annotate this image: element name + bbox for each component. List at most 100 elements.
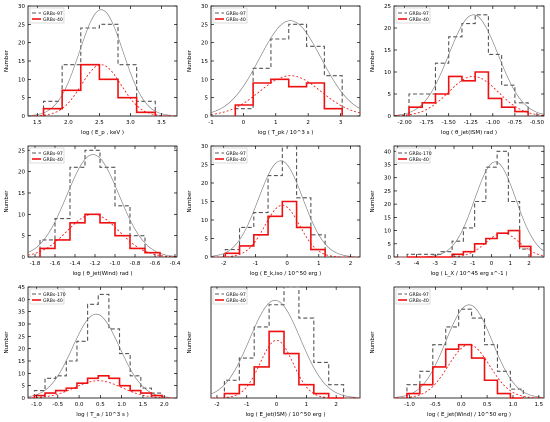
plot-frame bbox=[27, 145, 178, 258]
y-tick-label: 0 bbox=[205, 114, 209, 120]
x-axis-label: log ( L_X / 10^45 erg s^-1 ) bbox=[431, 271, 508, 277]
x-tick-label: 1.0 bbox=[509, 402, 518, 408]
gaussian-fit-grbs-97 bbox=[210, 20, 361, 113]
x-tick-label: -1 bbox=[470, 261, 475, 267]
y-tick-label: 30 bbox=[201, 144, 208, 150]
gaussian-fit-grbs-170 bbox=[27, 313, 178, 399]
y-tick-label: 15 bbox=[18, 59, 25, 65]
histogram-grbs-170 bbox=[406, 150, 532, 257]
y-tick-label: 20 bbox=[384, 26, 391, 32]
histogram-grbs-40 bbox=[407, 229, 532, 258]
x-tick-label: -1.25 bbox=[464, 120, 479, 126]
x-tick-label: 2 bbox=[306, 120, 310, 126]
chart-panel-1: 1.5 2.0 2.5 3.0 3.5 0 5 10 15 20 25 30 log ( E_p , k… bbox=[4, 4, 178, 136]
x-axis-label: log ( T_pk / 10^3 s ) bbox=[258, 130, 314, 136]
x-tick-label: -5 bbox=[395, 261, 401, 267]
histogram-grbs-97 bbox=[223, 286, 345, 398]
y-axis-label: Number bbox=[4, 331, 10, 354]
y-tick-label: 25 bbox=[18, 148, 25, 154]
y-tick-label: 15 bbox=[384, 215, 391, 221]
histogram-grbs-97 bbox=[408, 14, 529, 116]
x-tick-label: 0 bbox=[285, 261, 289, 267]
x-tick-label: 2 bbox=[527, 261, 531, 267]
y-tick-label: 30 bbox=[201, 4, 208, 10]
x-tick-label: -0.8 bbox=[130, 261, 141, 267]
histogram-grbs-97 bbox=[39, 149, 161, 257]
legend-label-grbs-170: GRBs-170 bbox=[43, 292, 66, 298]
x-tick-label: 3.5 bbox=[157, 120, 166, 126]
y-tick-label: 40 bbox=[18, 297, 25, 303]
histogram-grbs-40 bbox=[406, 343, 524, 399]
x-tick-label: -1.00 bbox=[486, 120, 501, 126]
x-tick-label: -3 bbox=[433, 261, 439, 267]
x-tick-label: 0.5 bbox=[96, 402, 105, 408]
legend-label-grbs-40: GRBs-40 bbox=[409, 157, 429, 163]
x-tick-label: -1 bbox=[208, 120, 213, 126]
gaussian-fit-grbs-40 bbox=[211, 339, 360, 399]
x-tick-label: -1 bbox=[253, 261, 258, 267]
x-tick-label: -0.75 bbox=[508, 120, 523, 126]
y-tick-label: 5 bbox=[388, 242, 392, 248]
y-tick-label: 35 bbox=[384, 163, 391, 169]
y-tick-label: 15 bbox=[18, 359, 25, 365]
histogram-grbs-97 bbox=[234, 23, 343, 116]
x-tick-label: -2 bbox=[451, 261, 456, 267]
y-tick-label: 10 bbox=[18, 212, 25, 218]
x-tick-label: 2 bbox=[349, 261, 353, 267]
x-tick-label: 2 bbox=[334, 402, 338, 408]
x-tick-label: 1.5 bbox=[33, 120, 42, 126]
y-tick-label: 25 bbox=[18, 22, 25, 28]
gaussian-fit-grbs-40 bbox=[28, 380, 177, 399]
chart-panel-7: -1.0 -0.5 0.0 0.5 1.0 1.5 2.0 0 5 10 15 20 25 30 35 40 4… bbox=[4, 285, 178, 418]
y-axis-label: Number bbox=[4, 49, 10, 72]
gaussian-fit-grbs-97 bbox=[393, 304, 545, 398]
gaussian-fit-grbs-40 bbox=[394, 344, 544, 399]
histogram-grbs-97 bbox=[406, 308, 524, 398]
gaussian-fit-grbs-97 bbox=[210, 299, 360, 398]
gaussian-fit-grbs-170 bbox=[394, 161, 545, 258]
legend-label-grbs-97: GRBs-97 bbox=[43, 151, 63, 157]
gaussian-fit-grbs-97 bbox=[27, 154, 177, 257]
x-tick-label: -1.0 bbox=[110, 261, 121, 267]
x-tick-label: 3 bbox=[339, 120, 343, 126]
legend-label-grbs-40: GRBs-40 bbox=[43, 17, 63, 23]
y-tick-label: 40 bbox=[384, 149, 391, 155]
y-tick-label: 25 bbox=[384, 4, 391, 10]
histogram-grbs-40 bbox=[42, 63, 157, 116]
histogram-grbs-40 bbox=[234, 78, 343, 116]
y-tick-label: 0 bbox=[22, 114, 26, 120]
y-axis-label: Number bbox=[187, 331, 193, 354]
y-tick-label: 15 bbox=[201, 200, 208, 206]
y-tick-label: 10 bbox=[384, 70, 391, 76]
x-tick-label: 1.0 bbox=[117, 402, 126, 408]
x-tick-label: 0.5 bbox=[483, 402, 492, 408]
y-tick-label: 30 bbox=[18, 322, 25, 328]
y-tick-label: 5 bbox=[22, 384, 26, 390]
y-tick-label: 10 bbox=[201, 77, 208, 83]
y-tick-label: 35 bbox=[18, 310, 25, 316]
y-axis-label: Number bbox=[4, 190, 10, 213]
histogram-grbs-40 bbox=[408, 71, 529, 116]
legend-label-grbs-97: GRBs-97 bbox=[226, 151, 246, 157]
y-axis-label: Number bbox=[370, 331, 376, 354]
plot-frame bbox=[393, 5, 545, 117]
x-tick-label: 1 bbox=[509, 261, 513, 267]
legend-label-grbs-40: GRBs-40 bbox=[409, 17, 429, 23]
plot-frame bbox=[27, 286, 178, 399]
plot-frame bbox=[393, 286, 545, 399]
x-tick-label: 1 bbox=[274, 120, 278, 126]
x-tick-label: 1 bbox=[317, 261, 321, 267]
y-axis-label: Number bbox=[370, 190, 376, 213]
y-tick-label: 20 bbox=[18, 41, 25, 47]
gaussian-fit-grbs-97 bbox=[210, 160, 360, 258]
y-tick-label: 0 bbox=[22, 255, 26, 261]
histogram-grbs-40 bbox=[224, 200, 326, 257]
x-tick-label: -0.5 bbox=[52, 402, 63, 408]
y-axis-label: Number bbox=[187, 190, 193, 213]
x-tick-label: -1 bbox=[244, 402, 249, 408]
x-tick-label: -1.50 bbox=[442, 120, 457, 126]
